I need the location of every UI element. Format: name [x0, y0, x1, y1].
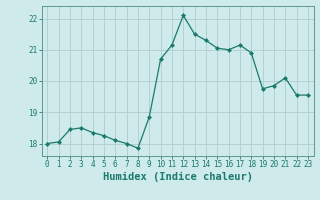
X-axis label: Humidex (Indice chaleur): Humidex (Indice chaleur) [103, 172, 252, 182]
